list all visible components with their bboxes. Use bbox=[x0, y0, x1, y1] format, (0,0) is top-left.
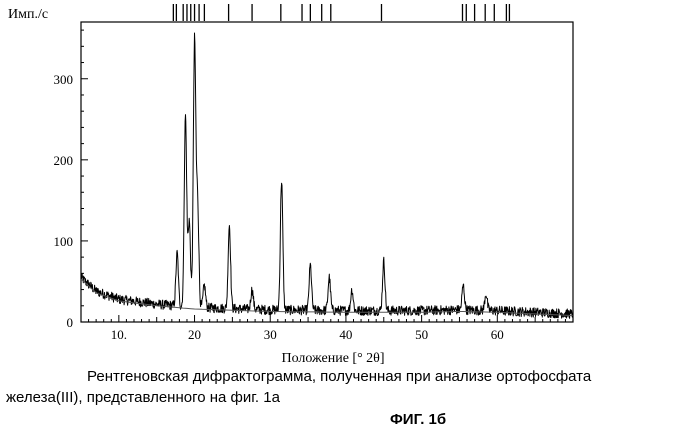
figure-caption-line-1: Рентгеновская дифрактограмма, полученная… bbox=[87, 367, 591, 387]
diffraction-pattern-line bbox=[81, 33, 573, 318]
x-tick-label: 50 bbox=[415, 327, 428, 342]
y-tick-label: 300 bbox=[54, 72, 74, 87]
y-axis-label: Имп./с bbox=[8, 7, 48, 22]
plot-frame bbox=[81, 22, 573, 322]
y-axis-ticks: 0 100 200 300 bbox=[54, 30, 89, 330]
y-tick-label: 200 bbox=[54, 153, 74, 168]
x-tick-label: 30 bbox=[264, 327, 277, 342]
x-axis-ticks: 10. 20 30 40 50 60 bbox=[81, 315, 573, 342]
y-tick-label: 0 bbox=[67, 315, 74, 330]
x-axis-label: Положение [° 2θ] bbox=[281, 351, 384, 365]
x-tick-label: 20 bbox=[188, 327, 201, 342]
x-tick-label: 60 bbox=[491, 327, 504, 342]
xrd-chart: 10. 20 30 40 50 60 0 100 200 300 Имп./с Положени… bbox=[0, 0, 700, 365]
figure-label: ФИГ. 1б bbox=[390, 411, 446, 428]
x-tick-label: 10. bbox=[111, 327, 127, 342]
x-tick-label: 40 bbox=[339, 327, 352, 342]
y-tick-label: 100 bbox=[54, 234, 74, 249]
reference-markers bbox=[173, 4, 509, 21]
figure-caption-line-2: железа(III), представленного на фиг. 1а bbox=[6, 388, 280, 408]
